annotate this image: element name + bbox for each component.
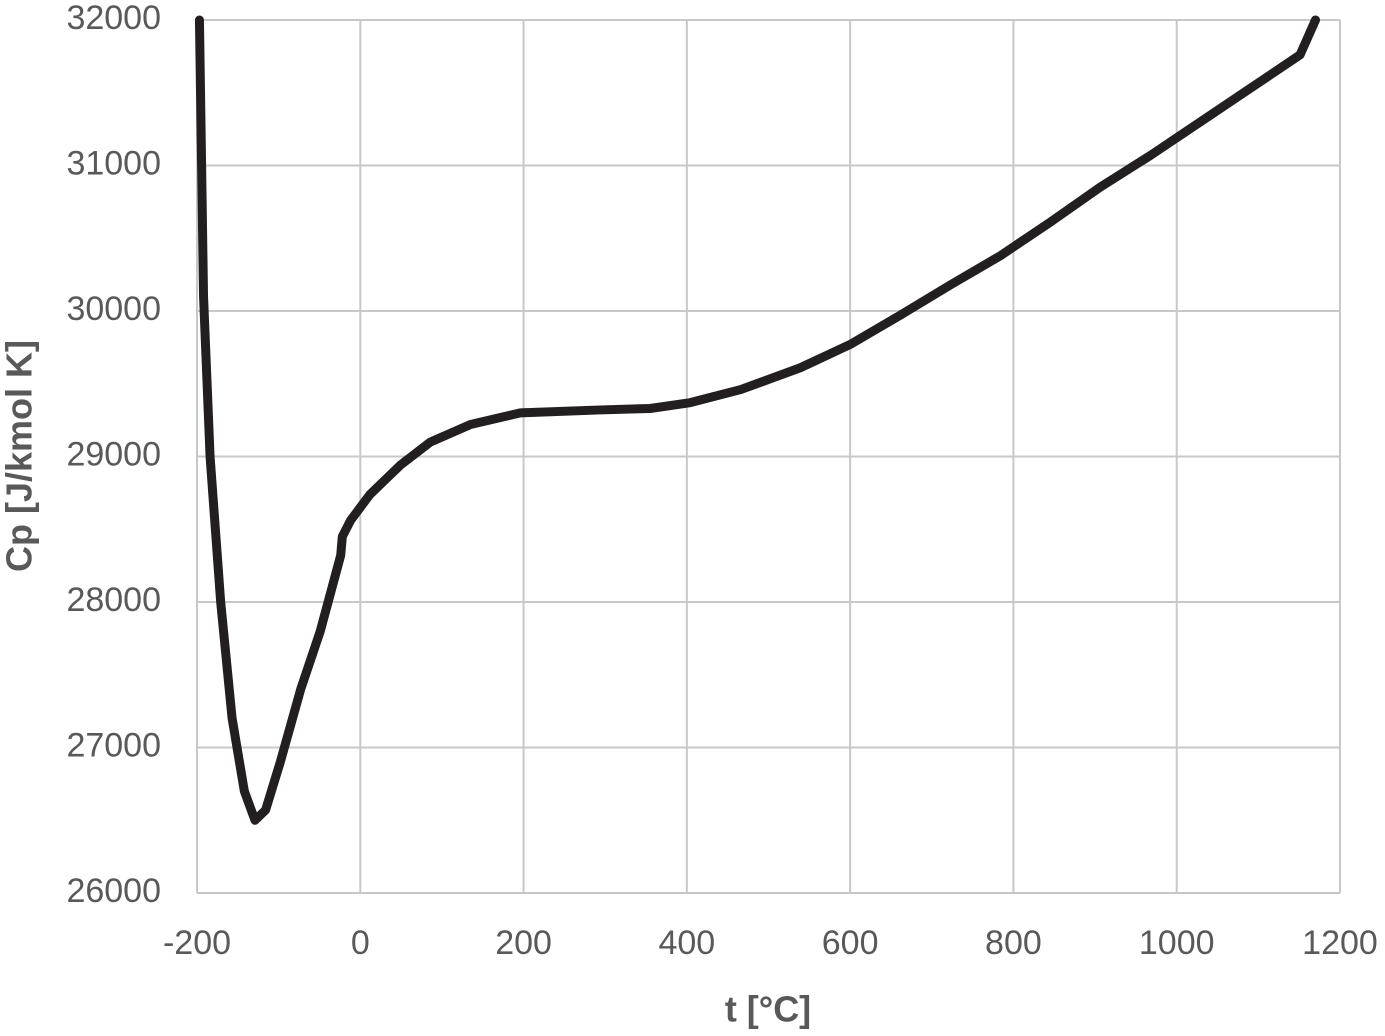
y-tick-label: 28000 [66,581,161,619]
x-tick-label: -200 [163,924,231,962]
x-tick-label: 1000 [1139,924,1215,962]
x-tick-label: 600 [822,924,879,962]
y-tick-label: 32000 [66,0,161,37]
y-tick-label: 30000 [66,290,161,328]
x-tick-label: 200 [495,924,552,962]
y-axis-title: Cp [J/kmol K] [0,340,40,572]
x-tick-label: 800 [985,924,1042,962]
data-line [194,15,1321,825]
x-tick-label: 1200 [1302,924,1378,962]
x-tick-label: 400 [658,924,715,962]
y-tick-label: 29000 [66,435,161,473]
x-axis-title: t [°C] [725,989,811,1030]
y-tick-label: 31000 [66,144,161,182]
y-tick-label: 26000 [66,872,161,910]
y-tick-label: 27000 [66,726,161,764]
x-tick-label: 0 [351,924,370,962]
